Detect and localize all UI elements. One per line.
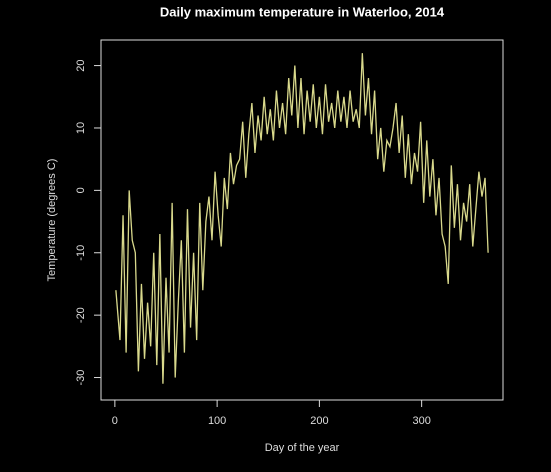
y-tick-label: -30 <box>75 370 87 386</box>
y-tick-label: 20 <box>75 59 87 71</box>
x-tick-label: 300 <box>412 415 430 427</box>
y-tick-label: 10 <box>75 122 87 134</box>
y-tick-label: 0 <box>75 187 87 193</box>
x-tick-label: 100 <box>208 415 226 427</box>
y-tick-label: -20 <box>75 307 87 323</box>
y-axis-label: Temperature (degrees C) <box>46 159 58 282</box>
x-tick-label: 200 <box>310 415 328 427</box>
x-axis-label: Day of the year <box>265 442 340 454</box>
chart-title: Daily maximum temperature in Waterloo, 2… <box>160 4 445 19</box>
line-series <box>115 53 489 384</box>
x-tick-label: 0 <box>112 415 118 427</box>
plot-box <box>100 39 504 401</box>
y-tick-label: -10 <box>75 245 87 261</box>
